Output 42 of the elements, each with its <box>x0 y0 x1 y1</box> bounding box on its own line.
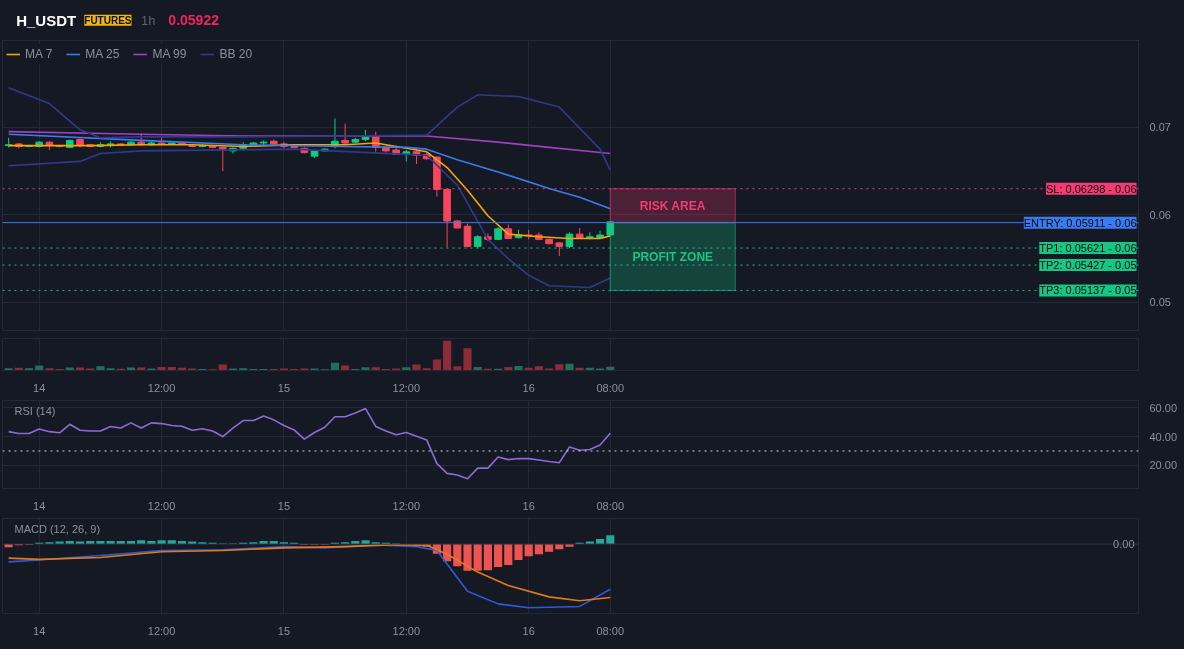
ref-line-label: TP1: 0.05621 - 0.06 <box>1039 242 1137 255</box>
band-label: RISK AREA <box>639 198 706 213</box>
y-tick-label: 0.07 <box>1149 121 1171 134</box>
x-tick-label: 12:00 <box>147 381 176 394</box>
x-tick-label: 16 <box>522 381 535 394</box>
text: 1h <box>141 12 156 28</box>
x-tick-label: 12:00 <box>147 499 176 512</box>
x-tick-label: 14 <box>33 499 46 512</box>
y-tick-label: 20.00 <box>1149 459 1178 472</box>
x-tick-label: 16 <box>522 624 535 637</box>
x-tick-label: 12:00 <box>392 499 421 512</box>
ref-line-label: TP2: 0.05427 - 0.05 <box>1039 259 1137 272</box>
legend-label: MA 25 <box>85 47 120 61</box>
x-tick-label: 08:00 <box>596 624 625 637</box>
text: FUTURES <box>84 14 132 26</box>
ref-line-label: ENTRY: 0.05911 - 0.06 <box>1023 216 1137 229</box>
x-tick-label: 12:00 <box>147 624 176 637</box>
chart-title: H_USDT <box>16 11 77 29</box>
x-tick-label: 15 <box>277 499 291 512</box>
band-label: PROFIT ZONE <box>632 249 714 264</box>
x-tick-label: 08:00 <box>596 381 625 394</box>
ref-line-label: SL: 0.06298 - 0.06 <box>1045 182 1137 195</box>
chart-title: MACD (12, 26, 9) <box>14 522 101 535</box>
x-tick-label: 12:00 <box>392 381 421 394</box>
y-tick-label: 0.06 <box>1149 208 1171 221</box>
legend-label: MA 7 <box>25 47 53 61</box>
text: 0.05922 <box>168 12 220 29</box>
legend-label: MA 99 <box>152 47 187 61</box>
x-tick-label: 12:00 <box>392 624 421 637</box>
y-tick-label: 0.05 <box>1149 296 1171 309</box>
x-tick-label: 14 <box>33 381 46 394</box>
x-tick-label: 08:00 <box>596 499 625 512</box>
chart-title: RSI (14) <box>14 404 56 417</box>
x-tick-label: 15 <box>277 381 291 394</box>
annotation: 0.00 <box>1113 538 1135 551</box>
ref-line-label: TP3: 0.05137 - 0.05 <box>1039 284 1137 297</box>
x-tick-label: 15 <box>277 624 291 637</box>
legend-label: BB 20 <box>219 47 253 61</box>
x-tick-label: 14 <box>33 624 46 637</box>
y-tick-label: 40.00 <box>1149 430 1178 443</box>
x-tick-label: 16 <box>522 499 535 512</box>
y-tick-label: 60.00 <box>1149 401 1178 414</box>
